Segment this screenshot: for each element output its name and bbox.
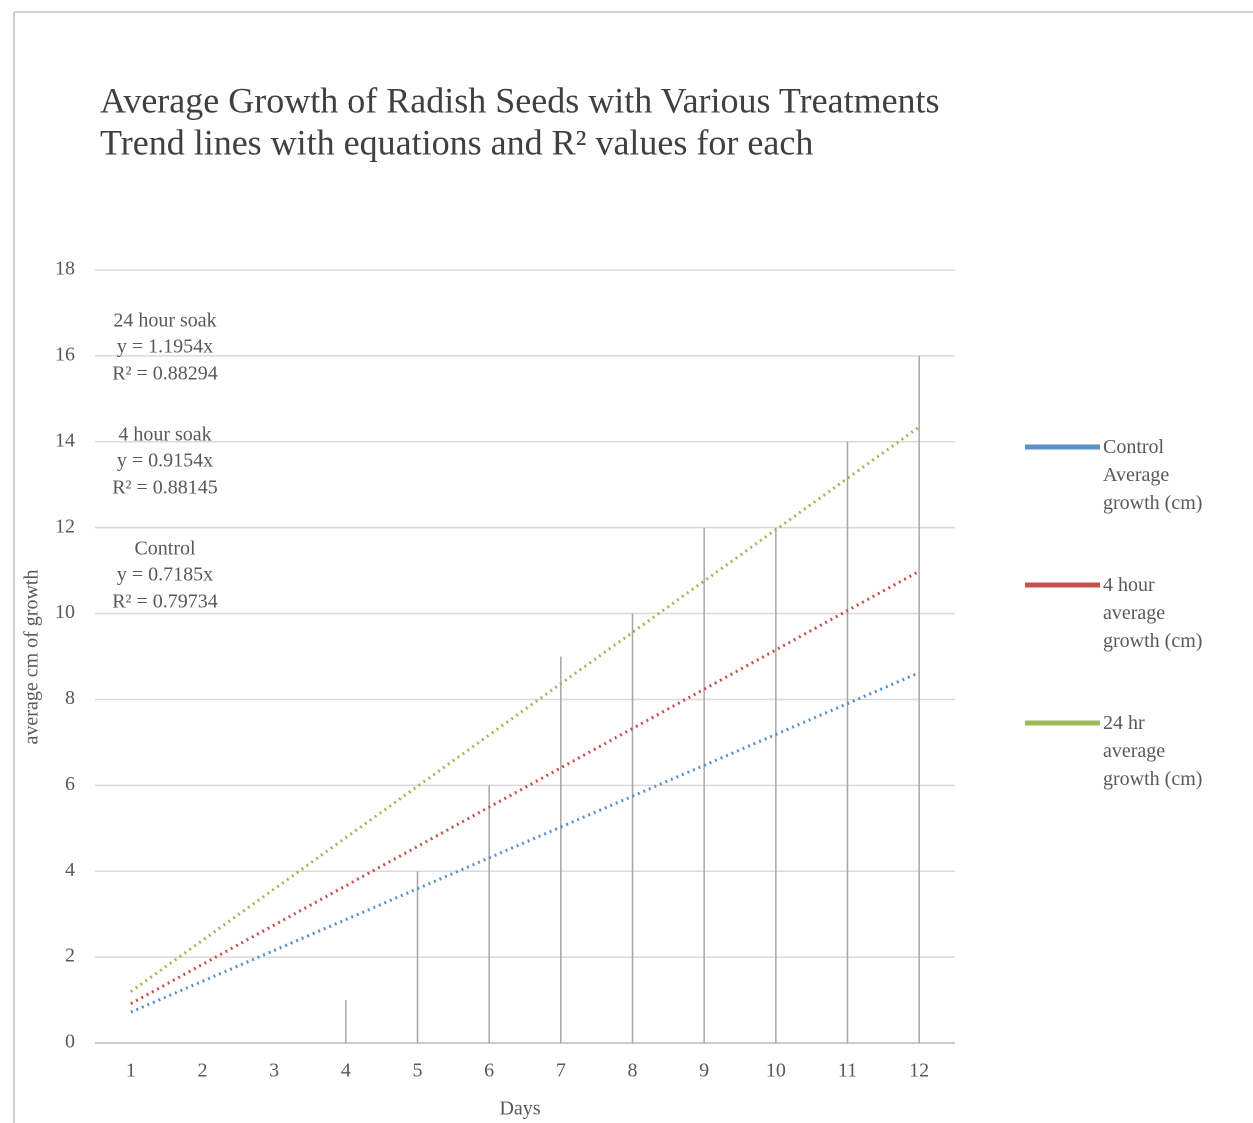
x-tick-label: 3: [269, 1060, 279, 1082]
trend-equation: y = 0.9154x: [117, 450, 213, 472]
chart-title: Average Growth of Radish Seeds with Vari…: [100, 80, 940, 120]
trend-r2: R² = 0.88294: [112, 363, 218, 385]
trend-r2: R² = 0.88145: [112, 477, 218, 499]
x-tick-label: 11: [838, 1060, 857, 1082]
trend-equation: y = 1.1954x: [117, 336, 213, 358]
x-tick-label: 1: [126, 1060, 136, 1082]
trend-label: Control: [134, 538, 196, 560]
legend-label: Control Average growth (cm): [1103, 436, 1203, 514]
x-tick-label: 7: [556, 1060, 566, 1082]
x-tick-label: 2: [198, 1060, 208, 1082]
trend-line: [129, 425, 921, 993]
y-tick-label: 2: [65, 945, 75, 967]
legend-label: 4 hour average growth (cm): [1103, 574, 1203, 652]
y-tick-label: 6: [65, 773, 75, 795]
x-tick-label: 4: [341, 1060, 351, 1082]
y-axis-label: average cm of growth: [21, 570, 43, 745]
x-axis-label: Days: [499, 1098, 540, 1120]
y-tick-label: 14: [55, 429, 75, 451]
y-tick-label: 10: [55, 601, 75, 623]
trend-line: [130, 671, 920, 1014]
legend-label: 24 hr average growth (cm): [1103, 712, 1203, 790]
x-tick-label: 9: [699, 1060, 709, 1082]
y-tick-label: 12: [55, 515, 75, 537]
x-tick-label: 5: [413, 1060, 423, 1082]
trend-equation: y = 0.7185x: [117, 564, 213, 586]
x-tick-label: 10: [766, 1060, 786, 1082]
y-tick-label: 18: [55, 258, 75, 280]
trend-line: [130, 569, 920, 1006]
x-tick-label: 12: [909, 1060, 929, 1082]
chart-subtitle: Trend lines with equations and R² values…: [100, 122, 813, 162]
trend-label: 4 hour soak: [118, 424, 211, 446]
trend-label: 24 hour soak: [113, 310, 216, 332]
y-tick-label: 8: [65, 687, 75, 709]
trend-r2: R² = 0.79734: [112, 591, 218, 613]
y-tick-label: 16: [55, 343, 75, 365]
y-tick-label: 4: [65, 859, 75, 881]
y-tick-label: 0: [65, 1031, 75, 1053]
x-tick-label: 8: [628, 1060, 638, 1082]
x-tick-label: 6: [484, 1060, 494, 1082]
